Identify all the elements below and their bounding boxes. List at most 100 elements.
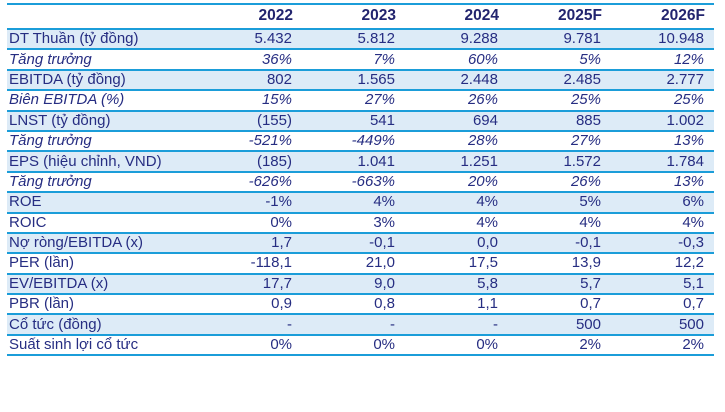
row-label: EV/EBITDA (x) [7, 273, 199, 296]
cell-value: 0,8 [302, 294, 405, 316]
table-row: Nợ ròng/EBITDA (x) 1,7 -0,1 0,0 -0,1 -0,3 [7, 232, 714, 255]
cell-value: 9.781 [508, 29, 611, 51]
cell-value: 1,7 [199, 232, 302, 255]
table-row: PER (lần) -118,1 21,0 17,5 13,9 12,2 [7, 253, 714, 275]
cell-value: 5% [508, 192, 611, 214]
cell-value: - [405, 314, 508, 336]
cell-value: 5,8 [405, 273, 508, 296]
cell-value: 541 [302, 110, 405, 132]
cell-value: 5.812 [302, 29, 405, 51]
cell-value: 0,9 [199, 294, 302, 316]
cell-value: 13% [611, 171, 714, 194]
cell-value: 1,1 [405, 294, 508, 316]
cell-value: 2% [508, 334, 611, 357]
cell-value: (155) [199, 110, 302, 132]
row-label: Tăng trưởng [7, 130, 199, 153]
cell-value: 3% [302, 212, 405, 234]
cell-value: 4% [302, 192, 405, 214]
cell-value: 0,7 [508, 294, 611, 316]
table-row: PBR (lần) 0,9 0,8 1,1 0,7 0,7 [7, 294, 714, 316]
table-row: Suất sinh lợi cổ tức 0% 0% 0% 2% 2% [7, 334, 714, 357]
cell-value: 20% [405, 171, 508, 194]
cell-value: 2% [611, 334, 714, 357]
cell-value: -663% [302, 171, 405, 194]
cell-value: -0,1 [302, 232, 405, 255]
table-row: ROIC 0% 3% 4% 4% 4% [7, 212, 714, 234]
cell-value: 4% [508, 212, 611, 234]
cell-value: 9.288 [405, 29, 508, 51]
cell-value: 2.777 [611, 69, 714, 92]
financial-table: 2022 2023 2024 2025F 2026F DT Thuần (tỷ đồng… [7, 3, 714, 357]
row-label: Tăng trưởng [7, 49, 199, 71]
cell-value: 500 [508, 314, 611, 336]
cell-value: 25% [611, 90, 714, 112]
cell-value: -118,1 [199, 253, 302, 275]
cell-value: -449% [302, 130, 405, 153]
row-label: ROE [7, 192, 199, 214]
header-empty-cell [7, 4, 199, 30]
cell-value: 27% [508, 130, 611, 153]
cell-value: 26% [508, 171, 611, 194]
table-body: DT Thuần (tỷ đồng) 5.432 5.812 9.288 9.781 10… [7, 29, 714, 357]
cell-value: 5.432 [199, 29, 302, 51]
cell-value: 0% [199, 212, 302, 234]
cell-value: 12,2 [611, 253, 714, 275]
cell-value: 0% [199, 334, 302, 357]
table-row: Biên EBITDA (%) 15% 27% 26% 25% 25% [7, 90, 714, 112]
table-row: Cổ tức (đồng) - - -500 500 [7, 314, 714, 336]
cell-value: 500 [611, 314, 714, 336]
cell-value: 60% [405, 49, 508, 71]
cell-value: 13% [611, 130, 714, 153]
cell-value: 802 [199, 69, 302, 92]
column-header: 2026F [611, 4, 714, 30]
cell-value: 10.948 [611, 29, 714, 51]
table-row: DT Thuần (tỷ đồng) 5.432 5.812 9.288 9.781 10… [7, 29, 714, 51]
cell-value: 0,0 [405, 232, 508, 255]
row-label: Tăng trưởng [7, 171, 199, 194]
cell-value: 27% [302, 90, 405, 112]
row-label: DT Thuần (tỷ đồng) [7, 29, 199, 51]
cell-value: -626% [199, 171, 302, 194]
cell-value: -0,1 [508, 232, 611, 255]
financial-forecast-table-container: 2022 2023 2024 2025F 2026F DT Thuần (tỷ đồng… [7, 3, 714, 357]
cell-value: - [302, 314, 405, 336]
table-row: EV/EBITDA (x) 17,7 9,0 5,8 5,7 5,1 [7, 273, 714, 296]
cell-value: 1.565 [302, 69, 405, 92]
cell-value: 1.002 [611, 110, 714, 132]
cell-value: 15% [199, 90, 302, 112]
column-header: 2024 [405, 4, 508, 30]
table-row: ROE -1% 4% 4% 5% 6% [7, 192, 714, 214]
cell-value: 4% [405, 212, 508, 234]
row-label: ROIC [7, 212, 199, 234]
cell-value: 7% [302, 49, 405, 71]
cell-value: 1.784 [611, 151, 714, 173]
row-label: Cổ tức (đồng) [7, 314, 199, 336]
cell-value: 12% [611, 49, 714, 71]
table-header: 2022 2023 2024 2025F 2026F [7, 4, 714, 30]
cell-value: 1.251 [405, 151, 508, 173]
cell-value: 4% [611, 212, 714, 234]
cell-value: -521% [199, 130, 302, 153]
cell-value: 17,7 [199, 273, 302, 296]
cell-value: 5% [508, 49, 611, 71]
table-row: EPS (hiệu chỉnh, VND) (185) 1.041 1.251 1.57… [7, 151, 714, 173]
cell-value: 9,0 [302, 273, 405, 296]
row-label: LNST (tỷ đồng) [7, 110, 199, 132]
cell-value: - [199, 314, 302, 336]
column-header: 2025F [508, 4, 611, 30]
cell-value: 6% [611, 192, 714, 214]
cell-value: -1% [199, 192, 302, 214]
cell-value: -0,3 [611, 232, 714, 255]
table-row: Tăng trưởng -626% -663% 20% 26% 13% [7, 171, 714, 194]
cell-value: 25% [508, 90, 611, 112]
cell-value: 36% [199, 49, 302, 71]
cell-value: 0,7 [611, 294, 714, 316]
table-row: Tăng trưởng -521% -449% 28% 27% 13% [7, 130, 714, 153]
table-row: Tăng trưởng 36% 7% 60% 5% 12% [7, 49, 714, 71]
cell-value: 4% [405, 192, 508, 214]
row-label: PER (lần) [7, 253, 199, 275]
row-label: Nợ ròng/EBITDA (x) [7, 232, 199, 255]
column-header: 2023 [302, 4, 405, 30]
table-row: LNST (tỷ đồng) (155) 541 694 885 1.002 [7, 110, 714, 132]
cell-value: 0% [405, 334, 508, 357]
